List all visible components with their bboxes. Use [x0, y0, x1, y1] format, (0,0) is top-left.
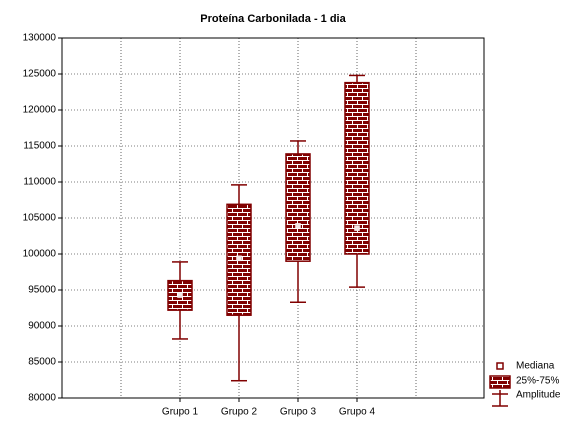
y-tick-label: 105000 [23, 213, 57, 224]
y-tick-label: 110000 [23, 177, 56, 188]
box [285, 153, 311, 262]
y-tick-label: 100000 [23, 249, 57, 260]
chart-title: Proteína Carbonilada - 1 dia [200, 13, 346, 25]
x-tick-label: Grupo 3 [280, 407, 317, 418]
x-tick-label: Grupo 2 [221, 407, 258, 418]
y-tick-label: 125000 [23, 69, 57, 80]
y-tick-label: 120000 [23, 105, 57, 116]
plot-frame [61, 37, 485, 399]
box [226, 203, 252, 316]
y-tick-label: 80000 [28, 393, 56, 404]
y-tick-label: 130000 [23, 33, 57, 44]
median-marker [354, 225, 360, 231]
x-tick-label: Grupo 4 [339, 407, 376, 418]
y-tick-label: 85000 [28, 357, 56, 368]
median-marker [236, 255, 242, 262]
y-tick-label: 90000 [28, 321, 56, 332]
legend-median-icon [496, 362, 504, 370]
y-tick-label: 115000 [23, 141, 56, 152]
legend-box-icon [489, 375, 511, 389]
y-tick-label: 95000 [28, 285, 56, 296]
legend-label: 25%-75% [516, 376, 559, 387]
x-tick-label: Grupo 1 [162, 407, 199, 418]
legend-label: Amplitude [516, 390, 561, 401]
median-marker [295, 223, 301, 229]
legend-label: Mediana [516, 361, 555, 372]
median-marker [177, 292, 183, 298]
